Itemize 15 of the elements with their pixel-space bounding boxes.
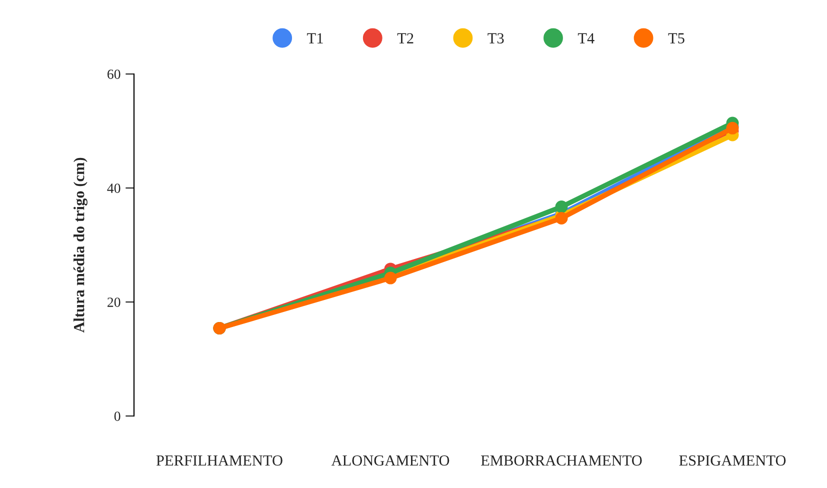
y-axis-title: Altura média do trigo (cm) xyxy=(73,158,88,333)
legend-label: T3 xyxy=(488,33,504,44)
y-tick-label: 40 xyxy=(107,184,120,193)
x-tick-label: EMBORRACHAMENTO xyxy=(481,455,642,466)
x-tick-label: ALONGAMENTO xyxy=(331,455,450,466)
x-tick-label: PERFILHAMENTO xyxy=(156,455,282,466)
legend-label: T1 xyxy=(307,33,323,44)
y-tick-label: 60 xyxy=(108,70,120,79)
y-tick-label: 20 xyxy=(108,298,120,307)
legend-label: T4 xyxy=(578,33,594,44)
y-tick-label: 0 xyxy=(114,412,120,421)
legend-label: T2 xyxy=(397,33,414,44)
legend-label: T5 xyxy=(668,33,684,44)
x-tick-label: ESPIGAMENTO xyxy=(679,455,786,466)
point xyxy=(555,200,568,214)
